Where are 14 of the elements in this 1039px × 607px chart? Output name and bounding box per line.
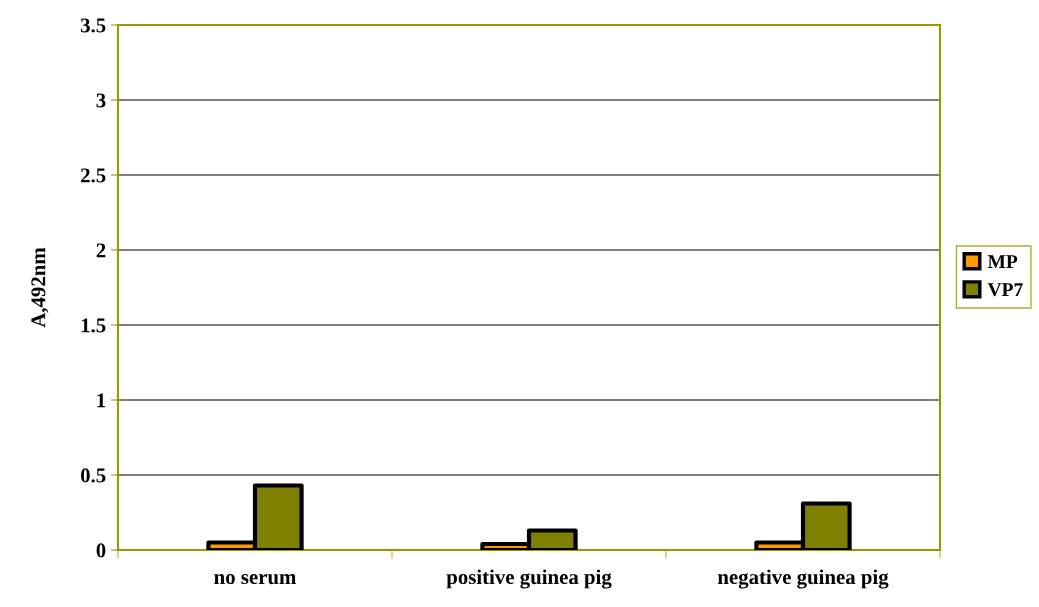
- x-tick-label: negative guinea pig: [717, 569, 889, 589]
- x-tick-label: positive guinea pig: [446, 569, 612, 589]
- y-tick-label: 3: [96, 93, 106, 108]
- y-tick-label: 1: [97, 393, 106, 408]
- legend-label: MP: [987, 255, 1018, 268]
- y-tick-label: 3.5: [80, 18, 106, 33]
- y-tick-label: 0.5: [80, 468, 106, 483]
- y-tick-label: 2: [96, 243, 106, 258]
- legend-label: VP7: [987, 283, 1023, 297]
- x-tick-label: no serum: [214, 574, 297, 585]
- y-tick-label: 2.5: [81, 168, 106, 183]
- y-tick-label: 0: [96, 543, 106, 558]
- y-axis-title: A,492nm: [31, 247, 49, 328]
- y-tick-label: 1.5: [81, 318, 106, 333]
